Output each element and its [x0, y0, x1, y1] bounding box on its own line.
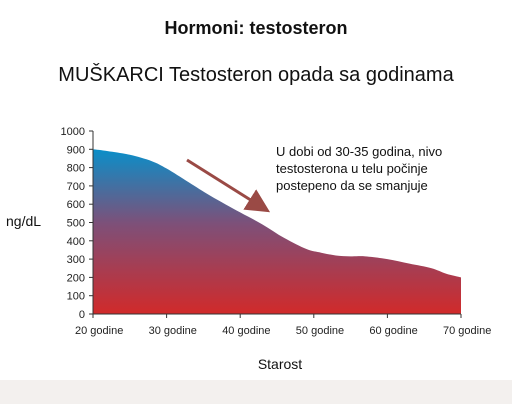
x-tick-label: 20 godine [75, 325, 123, 337]
trend-arrow [186, 158, 271, 213]
y-tick-label: 200 [67, 272, 85, 284]
y-tick-label: 700 [67, 181, 85, 193]
bottom-band [0, 380, 512, 404]
y-tick-label: 800 [67, 163, 85, 175]
x-tick-label: 70 godine [443, 325, 491, 337]
x-axis-label: Starost [257, 356, 303, 372]
x-tick-label: 60 godine [369, 325, 417, 337]
chart-subtitle: MUŠKARCI Testosteron opada sa godinama [58, 64, 454, 86]
y-tick-label: 0 [79, 309, 85, 321]
page-title: Hormoni: testosteron [164, 18, 348, 38]
x-tick-label: 50 godine [296, 325, 344, 337]
y-tick-label: 900 [67, 144, 85, 156]
y-tick-label: 300 [67, 254, 85, 266]
y-tick-label: 500 [67, 218, 85, 230]
x-tick-label: 30 godine [149, 325, 197, 337]
y-axis-label: ng/dL [6, 213, 42, 229]
y-axis: 0 100 200 300 400 500 600 700 800 900 1000 [61, 126, 94, 321]
chart-annotation: U dobi od 30-35 godina, nivo testosteron… [276, 144, 443, 193]
area-series [93, 149, 461, 314]
y-tick-label: 400 [67, 236, 85, 248]
y-tick-label: 600 [67, 199, 85, 211]
y-tick-label: 1000 [61, 126, 85, 138]
y-tick-label: 100 [67, 291, 85, 303]
x-axis: 20 godine 30 godine 40 godine 50 godine 60 g… [75, 313, 491, 337]
x-tick-label: 40 godine [222, 325, 270, 337]
